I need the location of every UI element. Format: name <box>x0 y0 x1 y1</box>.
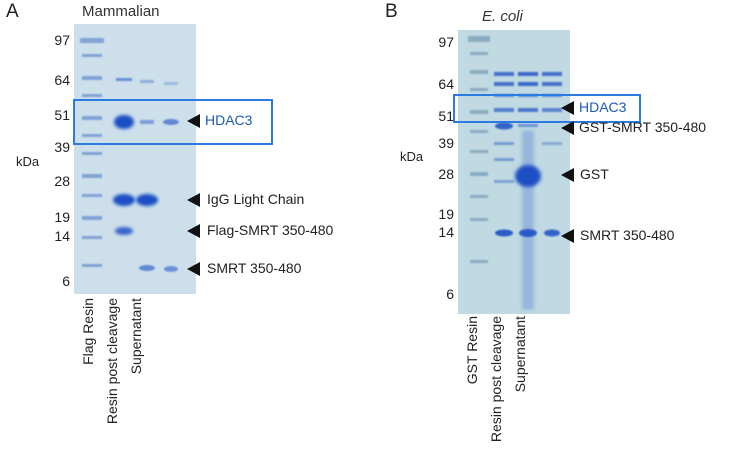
panel-a-arrow-flag-smrt <box>187 224 200 238</box>
panel-a-hdac3-highlight <box>73 99 273 145</box>
panel-b-letter: B <box>385 1 398 22</box>
gel-b-ladder <box>468 36 490 263</box>
panel-a-arrow-igg <box>187 193 200 207</box>
panel-b-hdac3-highlight <box>453 94 641 123</box>
panel-b-arrow-smrt <box>561 229 574 243</box>
panel-b-band-gst: GST <box>580 166 609 182</box>
panel-a-lane-resin-post: Resin post cleavage <box>104 298 120 425</box>
panel-b-marker-64: 64 <box>438 76 454 92</box>
panel-b-marker-39: 39 <box>438 135 454 151</box>
panel-b-title: E. coli <box>482 8 523 25</box>
panel-b-marker-51: 51 <box>438 108 454 124</box>
gel-b-lane-resin <box>494 72 514 237</box>
panel-b-gel <box>458 30 570 314</box>
panel-b-marker-19: 19 <box>438 206 454 222</box>
panel-b-lane-gst-resin: GST Resin <box>464 316 480 385</box>
gel-a-lane-resin <box>113 78 135 235</box>
panel-b-band-gst-smrt: GST-SMRT 350-480 <box>579 119 707 135</box>
panel-a-letter: A <box>6 1 19 22</box>
gel-a-lane-super <box>163 82 179 272</box>
panel-a-marker-19: 19 <box>54 209 70 225</box>
panel-a-marker-64: 64 <box>54 72 70 88</box>
panel-b-band-hdac3: HDAC3 <box>579 99 627 115</box>
panel-b-band-smrt: SMRT 350-480 <box>580 227 675 243</box>
panel-a-lane-supernatant: Supernatant <box>128 298 144 375</box>
panel-b-lane-supernatant: Supernatant <box>512 316 528 393</box>
panel-a-gel <box>74 24 196 294</box>
panel-a-marker-51: 51 <box>54 107 70 123</box>
panel-b-marker-6: 6 <box>446 286 454 302</box>
panel-a-band-smrt: SMRT 350-480 <box>207 260 302 276</box>
gel-a-ladder <box>80 38 104 267</box>
panel-a-marker-97: 97 <box>54 32 70 48</box>
panel-a-marker-14: 14 <box>54 228 70 244</box>
panel-b-kda-label: kDa <box>400 149 424 164</box>
panel-b-arrow-gst <box>561 168 574 182</box>
panel-a-band-igg: IgG Light Chain <box>207 191 305 207</box>
gel-a-lane-post <box>136 80 158 271</box>
gel-b-lane-super <box>542 72 562 237</box>
panel-b-arrow-hdac3 <box>561 101 574 115</box>
panel-a-marker-28: 28 <box>54 173 70 189</box>
gel-b-lane-post <box>515 72 541 310</box>
panel-a-kda-label: kDa <box>16 154 40 169</box>
panel-b-marker-28: 28 <box>438 166 454 182</box>
panel-b-marker-14: 14 <box>438 224 454 240</box>
panel-a-title: Mammalian <box>82 3 160 20</box>
panel-b-marker-97: 97 <box>438 34 454 50</box>
panel-b-arrow-gst-smrt <box>561 121 574 135</box>
panel-a-band-flag-smrt: Flag-SMRT 350-480 <box>207 222 334 238</box>
panel-a-lane-flag-resin: Flag Resin <box>80 298 96 365</box>
panel-a-arrow-hdac3 <box>187 114 200 128</box>
panel-a-band-hdac3: HDAC3 <box>205 112 253 128</box>
panel-b-lane-resin-post: Resin post cleavage <box>488 316 504 443</box>
panel-a-marker-6: 6 <box>62 273 70 289</box>
panel-a-marker-39: 39 <box>54 139 70 155</box>
panel-a-arrow-smrt <box>187 262 200 276</box>
